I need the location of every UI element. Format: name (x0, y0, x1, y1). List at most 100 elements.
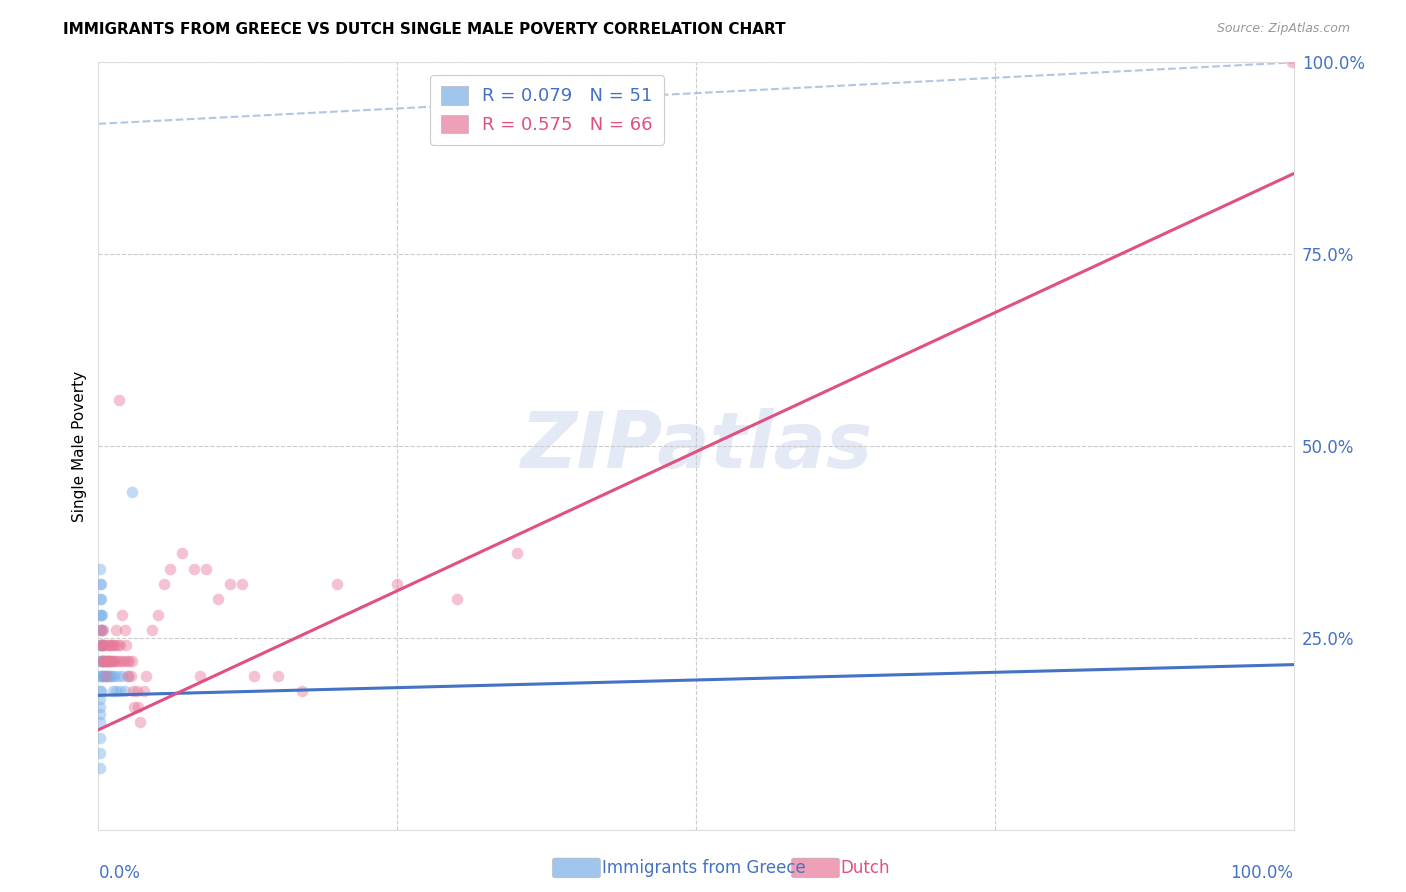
Point (188, 669, 211, 683)
Point (90, 623, 112, 637)
Point (122, 684, 145, 698)
Point (89, 707, 111, 722)
Point (89, 684, 111, 698)
Point (90, 639, 112, 653)
Point (98, 669, 122, 683)
Point (89, 715, 111, 730)
Point (98, 654, 121, 668)
Point (91, 669, 114, 683)
Point (90, 669, 112, 683)
Point (385, 577, 409, 591)
Point (98, 639, 122, 653)
Point (195, 562, 218, 576)
Point (107, 669, 129, 683)
Point (121, 654, 143, 668)
Point (326, 577, 349, 591)
Point (89, 623, 111, 637)
Point (89, 577, 111, 591)
Point (91, 654, 114, 668)
Legend: R = 0.079   N = 51, R = 0.575   N = 66: R = 0.079 N = 51, R = 0.575 N = 66 (430, 75, 664, 145)
Point (90, 654, 112, 668)
Point (112, 654, 135, 668)
Point (105, 623, 128, 637)
Point (97, 654, 120, 668)
Point (172, 546, 194, 560)
Point (132, 684, 155, 698)
Text: ZIPatlas: ZIPatlas (520, 408, 872, 484)
Text: Dutch: Dutch (841, 859, 890, 877)
Point (291, 684, 314, 698)
Point (96, 639, 118, 653)
Point (89, 761, 111, 775)
Point (91, 654, 114, 668)
Point (90, 577, 112, 591)
Point (97, 654, 120, 668)
Point (94, 669, 117, 683)
Point (93, 654, 115, 668)
Point (207, 592, 229, 607)
Point (90, 639, 112, 653)
Point (129, 715, 152, 730)
Point (103, 669, 125, 683)
Point (91, 654, 114, 668)
Point (89, 699, 111, 714)
Point (94, 669, 117, 683)
Point (89, 592, 111, 607)
Point (91, 639, 114, 653)
Point (89, 562, 111, 576)
Point (115, 639, 138, 653)
Point (89, 731, 111, 745)
Point (153, 577, 176, 591)
Point (91, 607, 114, 622)
Point (183, 562, 205, 576)
Point (121, 485, 143, 500)
Point (91, 654, 114, 668)
Point (98, 654, 122, 668)
Point (104, 639, 127, 653)
Point (90, 684, 112, 698)
Point (98, 639, 121, 653)
Point (125, 684, 148, 698)
Point (506, 546, 529, 560)
Point (108, 684, 131, 698)
Point (114, 623, 136, 637)
Text: 0.0%: 0.0% (98, 864, 141, 882)
Point (91, 623, 114, 637)
Point (100, 639, 122, 653)
Point (100, 654, 122, 668)
Point (243, 669, 266, 683)
Point (103, 654, 125, 668)
Point (107, 392, 129, 407)
Point (96, 654, 118, 668)
Point (1281, 55, 1303, 70)
Point (267, 669, 290, 683)
Point (101, 654, 124, 668)
Point (105, 654, 128, 668)
Point (90, 623, 112, 637)
Point (89, 746, 111, 760)
Point (111, 669, 134, 683)
Point (89, 654, 111, 668)
Point (89, 639, 111, 653)
Point (110, 654, 132, 668)
Point (101, 684, 124, 698)
Point (108, 639, 131, 653)
Point (90, 592, 112, 607)
Point (124, 699, 146, 714)
Point (115, 654, 138, 668)
Point (91, 639, 114, 653)
Point (94, 654, 117, 668)
Point (93, 669, 115, 683)
Point (231, 577, 253, 591)
Point (98, 669, 121, 683)
Point (91, 639, 114, 653)
Text: Immigrants from Greece: Immigrants from Greece (602, 859, 806, 877)
Point (91, 639, 114, 653)
Point (127, 699, 149, 714)
Point (93, 639, 115, 653)
Point (96, 669, 118, 683)
Y-axis label: Single Male Poverty: Single Male Poverty (72, 370, 87, 522)
Point (94, 654, 117, 668)
Point (117, 669, 139, 683)
Point (89, 669, 111, 683)
